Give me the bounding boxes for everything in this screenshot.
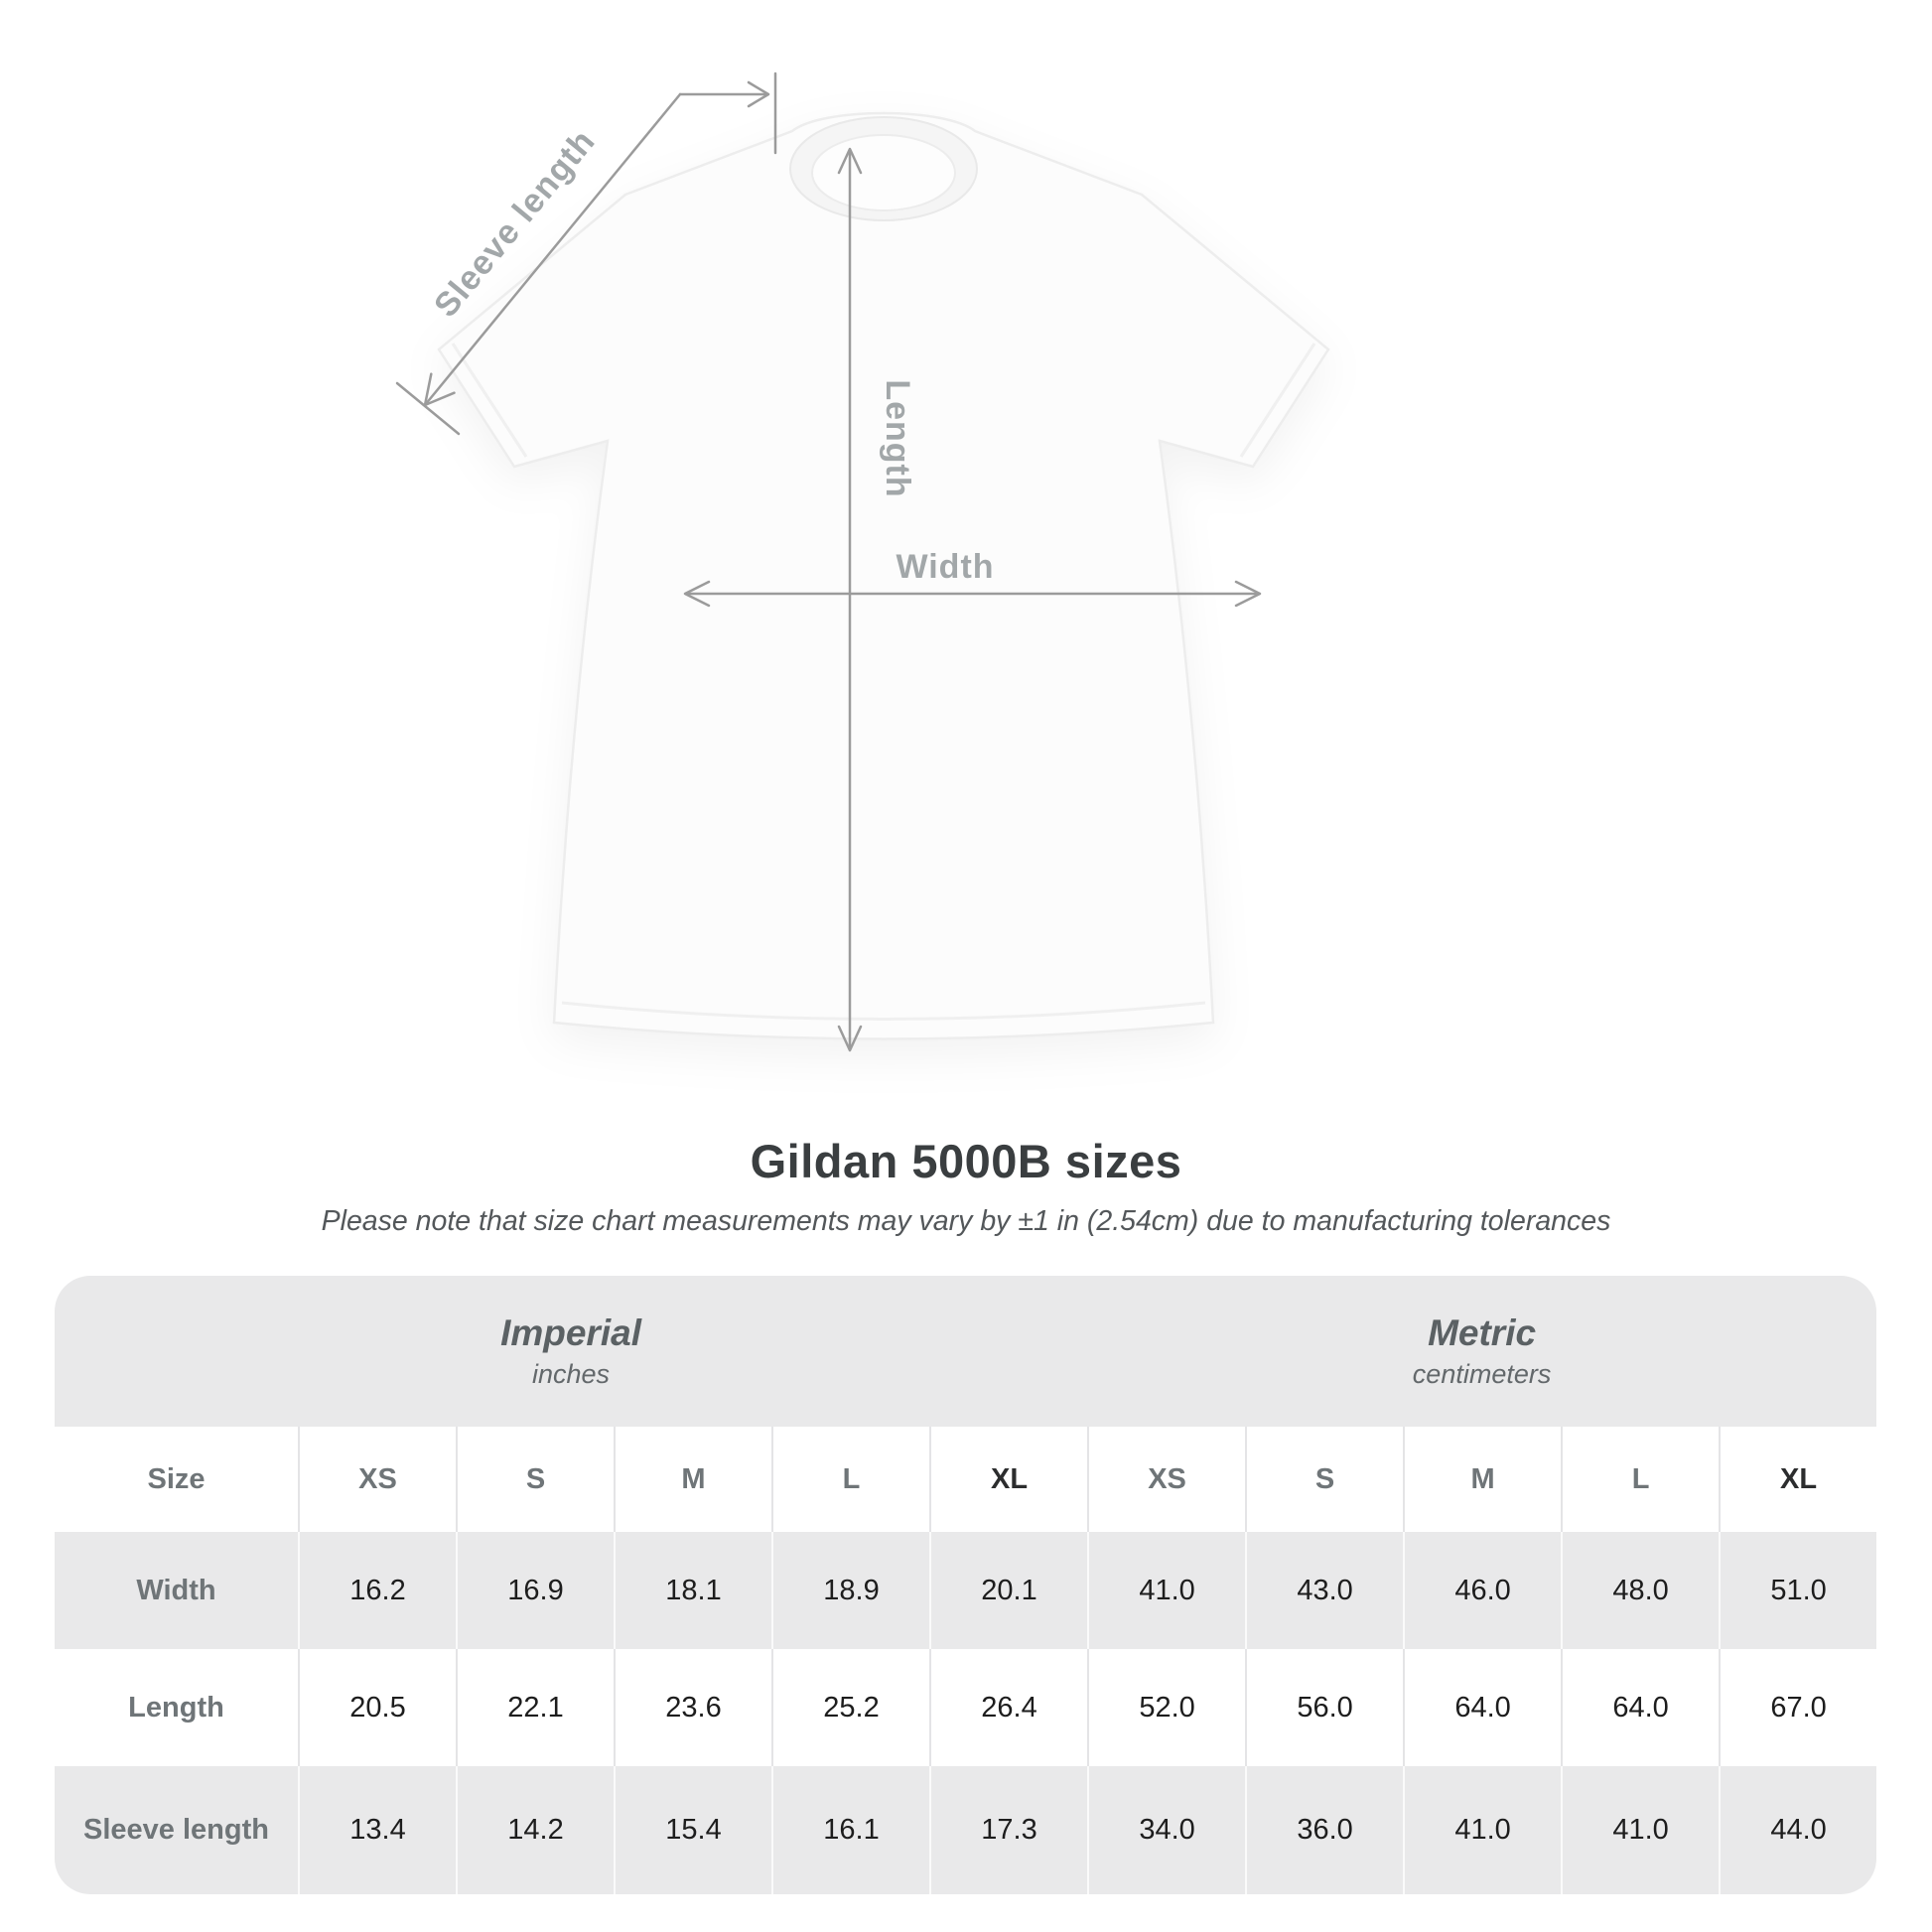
- column-header-imperial-l: L: [771, 1427, 929, 1532]
- imperial-group-header: Imperial inches: [55, 1276, 1088, 1427]
- metric-group-header: Metric centimeters: [1087, 1276, 1877, 1427]
- column-header-metric-m: M: [1403, 1427, 1562, 1532]
- size-column-header: Size: [55, 1427, 298, 1532]
- row-label-length: Length: [55, 1649, 298, 1766]
- sleeve-imperial-m: 15.4: [614, 1766, 771, 1894]
- sleeve-metric-xl: 44.0: [1719, 1766, 1877, 1894]
- sleeve-metric-l: 41.0: [1561, 1766, 1720, 1894]
- width-annotation: Width: [683, 548, 1262, 608]
- width-metric-xs: 41.0: [1087, 1532, 1246, 1649]
- length-metric-m: 64.0: [1403, 1649, 1562, 1766]
- column-header-metric-xl: XL: [1719, 1427, 1877, 1532]
- column-header-metric-s: S: [1245, 1427, 1404, 1532]
- tolerance-note: Please note that size chart measurements…: [321, 1205, 1611, 1237]
- length-imperial-l: 25.2: [771, 1649, 929, 1766]
- sleeve-imperial-xl: 17.3: [929, 1766, 1088, 1894]
- width-metric-s: 43.0: [1245, 1532, 1404, 1649]
- length-imperial-s: 22.1: [456, 1649, 614, 1766]
- sleeve-metric-xs: 34.0: [1087, 1766, 1246, 1894]
- sleeve-metric-s: 36.0: [1245, 1766, 1404, 1894]
- width-imperial-xl: 20.1: [929, 1532, 1088, 1649]
- width-imperial-m: 18.1: [614, 1532, 771, 1649]
- column-header-imperial-s: S: [456, 1427, 614, 1532]
- sleeve-imperial-l: 16.1: [771, 1766, 929, 1894]
- column-header-metric-xs: XS: [1087, 1427, 1246, 1532]
- column-header-metric-l: L: [1561, 1427, 1720, 1532]
- length-imperial-xs: 20.5: [298, 1649, 456, 1766]
- sleeve-length-row: Sleeve length 13.4 14.2 15.4 16.1 17.3 3…: [55, 1766, 1877, 1894]
- width-row: Width 16.2 16.9 18.1 18.9 20.1 41.0 43.0…: [55, 1532, 1877, 1649]
- length-label: Length: [879, 379, 916, 497]
- length-row: Length 20.5 22.1 23.6 25.2 26.4 52.0 56.…: [55, 1649, 1877, 1766]
- column-header-imperial-xs: XS: [298, 1427, 456, 1532]
- page-title: Gildan 5000B sizes: [750, 1135, 1182, 1187]
- length-imperial-m: 23.6: [614, 1649, 771, 1766]
- unit-group-header-row: Imperial inches Metric centimeters: [55, 1276, 1877, 1427]
- imperial-group-unit: inches: [532, 1358, 611, 1389]
- size-chart-table: Imperial inches Metric centimeters Size …: [55, 1276, 1877, 1894]
- tshirt-left-cuff-seam: [451, 343, 528, 458]
- tshirt-hem-stitch: [561, 1001, 1206, 1021]
- width-metric-m: 46.0: [1403, 1532, 1562, 1649]
- row-label-sleeve-length: Sleeve length: [55, 1766, 298, 1894]
- width-metric-l: 48.0: [1561, 1532, 1720, 1649]
- width-imperial-l: 18.9: [771, 1532, 929, 1649]
- tshirt-illustration: [437, 111, 1330, 1040]
- metric-group-label: Metric: [1428, 1312, 1537, 1354]
- length-imperial-xl: 26.4: [929, 1649, 1088, 1766]
- metric-group-unit: centimeters: [1412, 1358, 1552, 1389]
- length-metric-l: 64.0: [1561, 1649, 1720, 1766]
- length-annotation: Length: [837, 147, 916, 1052]
- length-metric-s: 56.0: [1245, 1649, 1404, 1766]
- width-imperial-s: 16.9: [456, 1532, 614, 1649]
- size-header-row: Size XS S M L XL XS S M L XL: [55, 1427, 1877, 1532]
- imperial-group-label: Imperial: [500, 1312, 641, 1354]
- width-imperial-xs: 16.2: [298, 1532, 456, 1649]
- length-metric-xs: 52.0: [1087, 1649, 1246, 1766]
- column-header-imperial-m: M: [614, 1427, 771, 1532]
- sleeve-imperial-s: 14.2: [456, 1766, 614, 1894]
- tshirt-right-cuff-seam: [1239, 343, 1316, 458]
- length-metric-xl: 67.0: [1719, 1649, 1877, 1766]
- column-header-imperial-xl: XL: [929, 1427, 1088, 1532]
- width-metric-xl: 51.0: [1719, 1532, 1877, 1649]
- tshirt-body: [437, 111, 1330, 1040]
- width-label: Width: [896, 548, 994, 586]
- tshirt-collar-inner: [811, 134, 956, 211]
- row-label-width: Width: [55, 1532, 298, 1649]
- sleeve-imperial-xs: 13.4: [298, 1766, 456, 1894]
- sleeve-metric-m: 41.0: [1403, 1766, 1562, 1894]
